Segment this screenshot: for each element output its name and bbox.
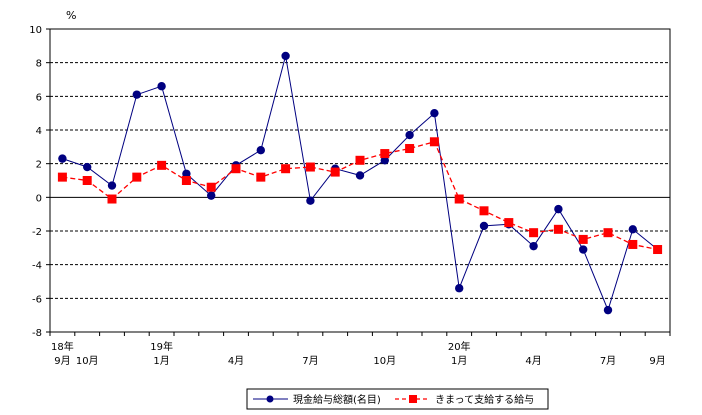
data-point <box>132 90 141 99</box>
x-tick-label-year: 20年 <box>448 340 471 353</box>
data-point <box>479 206 489 216</box>
data-point <box>182 169 191 178</box>
y-tick-label: -8 <box>32 328 42 339</box>
x-tick-label-year: 19年 <box>150 340 173 353</box>
series-line <box>62 55 658 312</box>
x-tick-label-month: 10月 <box>76 355 99 367</box>
plot-frame <box>49 28 671 333</box>
data-point <box>256 146 265 155</box>
series-layer <box>57 51 663 315</box>
data-point <box>603 228 613 238</box>
x-tick-label-month: 9月 <box>54 355 70 367</box>
series-1 <box>57 137 663 255</box>
y-axis-ticks: 10 8 6 4 2 0 -2 -4 -6 -8 <box>29 25 50 339</box>
y-tick-label: -6 <box>32 294 42 305</box>
x-axis-ticks: 18年 9月 10月 19年 1月 4月 7月 10月 20年 1月 4月 7月 9月 <box>49 332 671 367</box>
data-point <box>579 245 588 254</box>
data-point <box>157 160 167 170</box>
data-point <box>529 241 538 251</box>
data-point <box>181 176 191 185</box>
legend-marker-scheduled <box>409 395 417 403</box>
data-point <box>330 167 340 177</box>
data-point <box>430 108 439 118</box>
data-point <box>305 162 315 172</box>
data-point <box>628 225 637 234</box>
legend: 現金給与総額(名目) きまって支給する給与 <box>246 388 549 410</box>
data-point <box>628 239 638 249</box>
data-point <box>58 154 67 163</box>
data-point <box>380 149 390 159</box>
data-point <box>529 228 539 238</box>
data-point <box>454 194 464 204</box>
y-tick-label: 8 <box>36 59 42 70</box>
data-point <box>578 234 588 244</box>
data-point <box>281 164 291 174</box>
x-tick-label-month: 7月 <box>600 355 616 367</box>
y-tick-label: 4 <box>36 126 42 137</box>
y-unit-label: % <box>66 9 76 22</box>
y-tick-label: 2 <box>36 160 42 171</box>
data-point <box>256 172 266 182</box>
data-point <box>554 204 563 214</box>
data-point <box>57 172 67 182</box>
x-tick-label-month: 1月 <box>451 355 467 367</box>
legend-label-nominal: 現金給与総額(名目) <box>293 393 381 406</box>
y-tick-label: -4 <box>32 261 42 272</box>
data-point <box>553 224 563 234</box>
data-point <box>603 305 613 315</box>
data-point <box>132 172 142 182</box>
data-point <box>231 164 241 174</box>
y-tick-label: 0 <box>36 193 42 204</box>
data-point <box>306 196 315 205</box>
data-point <box>107 194 117 204</box>
data-point <box>455 284 464 293</box>
data-point <box>380 156 389 165</box>
data-point <box>206 182 216 192</box>
data-point <box>157 82 166 91</box>
data-point <box>107 181 117 190</box>
data-point <box>207 191 216 200</box>
data-point <box>504 218 514 228</box>
legend-marker-nominal <box>266 395 274 403</box>
data-point <box>653 245 663 255</box>
data-point <box>405 144 415 154</box>
x-tick-label-year: 18年 <box>51 340 74 353</box>
x-tick-label-month: 7月 <box>302 355 318 367</box>
data-point <box>405 130 414 140</box>
x-tick-label-month: 1月 <box>153 355 169 367</box>
data-point <box>82 176 92 185</box>
data-point <box>355 155 365 165</box>
y-tick-label: 10 <box>29 25 42 36</box>
x-tick-label-month: 4月 <box>228 355 244 367</box>
x-tick-label-month: 10月 <box>373 355 396 367</box>
data-point <box>83 162 92 172</box>
series-0 <box>58 51 662 315</box>
grid-lines <box>50 62 670 299</box>
data-point <box>355 171 365 180</box>
y-tick-label: -2 <box>32 227 42 238</box>
data-point <box>429 137 439 147</box>
x-tick-label-month: 9月 <box>649 355 665 367</box>
y-tick-label: 6 <box>36 92 42 103</box>
data-point <box>281 51 290 61</box>
data-point <box>479 221 489 231</box>
legend-label-scheduled: きまって支給する給与 <box>435 393 534 406</box>
x-tick-label-month: 4月 <box>525 355 541 367</box>
